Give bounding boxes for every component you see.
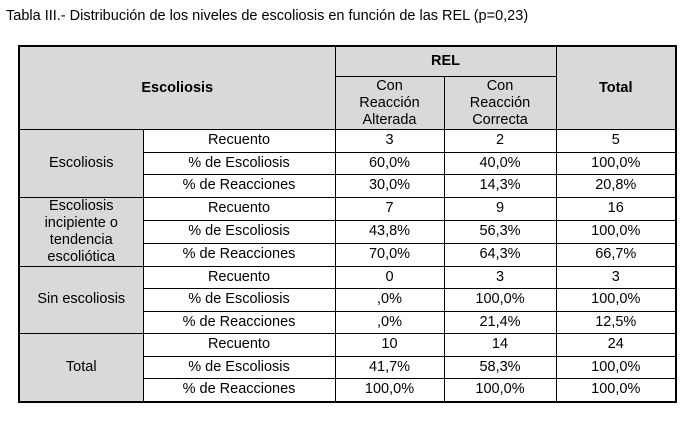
alterada-cell: 10: [334, 333, 445, 357]
total-cell: 100,0%: [555, 355, 677, 379]
row-group-label-line: tendencia: [49, 231, 113, 248]
total-column-header: Total: [555, 45, 677, 130]
correcta-cell: 14: [443, 333, 557, 357]
rel-group-header: REL: [334, 45, 557, 77]
measure-cell: % de Escoliosis: [142, 151, 336, 175]
alterada-cell: 30,0%: [334, 174, 445, 198]
measure-cell: % de Reacciones: [142, 310, 336, 334]
row-group-label: Sin escoliosis: [18, 265, 144, 334]
row-group-label-line: incipiente o: [44, 214, 118, 231]
total-cell: 100,0%: [555, 219, 677, 244]
table-row: % de Reacciones 70,0% 64,3% 66,7%: [19, 242, 677, 267]
correcta-cell: 64,3%: [443, 242, 557, 267]
table-row: Escoliosis incipiente o tendencia escolióti…: [18, 196, 677, 267]
total-cell: 16: [555, 196, 677, 221]
measure-cell: Recuento: [142, 196, 336, 221]
correcta-cell: 100,0%: [443, 288, 557, 312]
measure-cell: % de Escoliosis: [142, 288, 336, 312]
correcta-cell: 56,3%: [443, 219, 557, 244]
correcta-cell: 3: [443, 265, 557, 289]
alterada-cell: 0: [334, 265, 445, 289]
alterada-cell: ,0%: [334, 310, 445, 334]
correcta-cell: 21,4%: [443, 310, 557, 334]
table-row: Escoliosis Recuento 3 2 5: [18, 129, 677, 198]
correcta-cell: 2: [443, 129, 557, 153]
col-header-correcta: Con Reacción Correcta: [443, 76, 557, 130]
alterada-cell: 43,8%: [334, 219, 445, 244]
col-header-correcta-line: Con: [486, 77, 514, 94]
alterada-cell: 100,0%: [334, 378, 445, 402]
total-cell: 20,8%: [555, 174, 677, 198]
table-row: Total Recuento 10 14 24: [18, 333, 677, 402]
table-row: % de Escoliosis ,0% 100,0% 100,0%: [19, 288, 677, 312]
correcta-cell: 14,3%: [443, 174, 557, 198]
alterada-cell: 70,0%: [334, 242, 445, 267]
col-header-correcta-line: Correcta: [472, 111, 528, 128]
measure-cell: % de Escoliosis: [142, 355, 336, 379]
measure-cell: Recuento: [142, 129, 336, 153]
measure-cell: % de Reacciones: [142, 174, 336, 198]
total-cell: 66,7%: [555, 242, 677, 267]
correcta-cell: 9: [443, 196, 557, 221]
total-cell: 3: [555, 265, 677, 289]
measure-cell: % de Reacciones: [142, 378, 336, 402]
table-row: % de Escoliosis 43,8% 56,3% 100,0%: [19, 219, 677, 244]
col-header-alterada-line: Con: [376, 77, 403, 94]
total-cell: 24: [555, 333, 677, 357]
corner-header: Escoliosis: [18, 45, 336, 130]
alterada-cell: 7: [334, 196, 445, 221]
measure-cell: % de Reacciones: [142, 242, 336, 267]
total-cell: 100,0%: [555, 378, 677, 402]
measure-cell: Recuento: [142, 333, 336, 357]
correcta-cell: 40,0%: [443, 151, 557, 175]
alterada-cell: 60,0%: [334, 151, 445, 175]
row-group-label-line: Escoliosis: [49, 197, 114, 214]
col-header-correcta-line: Reacción: [469, 94, 531, 111]
alterada-cell: ,0%: [334, 288, 445, 312]
col-header-alterada-line: Reacción: [359, 94, 420, 111]
correcta-cell: 100,0%: [443, 378, 557, 402]
table-row: % de Escoliosis 60,0% 40,0% 100,0%: [19, 151, 677, 175]
row-group-label: Escoliosis: [18, 129, 144, 198]
measure-cell: % de Escoliosis: [142, 219, 336, 244]
row-group-label-line: escoliótica: [47, 248, 116, 265]
row-group-label-line: Sin escoliosis: [37, 291, 126, 308]
total-cell: 100,0%: [555, 288, 677, 312]
total-cell: 12,5%: [555, 310, 677, 334]
total-cell: 5: [555, 129, 677, 153]
crosstab-table: Escoliosis REL Total Con Reacción Altera…: [18, 45, 677, 403]
alterada-cell: 41,7%: [334, 355, 445, 379]
row-group-label: Escoliosis incipiente o tendencia escolióti…: [18, 196, 144, 267]
correcta-cell: 58,3%: [443, 355, 557, 379]
measure-cell: Recuento: [142, 265, 336, 289]
col-header-alterada: Con Reacción Alterada: [334, 76, 445, 130]
table-row: Sin escoliosis Recuento 0 3 3: [18, 265, 677, 334]
total-cell: 100,0%: [555, 151, 677, 175]
row-group-label-line: Total: [65, 358, 97, 375]
table-row: % de Reacciones 100,0% 100,0% 100,0%: [19, 378, 677, 402]
row-group-label-line: Escoliosis: [49, 154, 114, 171]
alterada-cell: 3: [334, 129, 445, 153]
col-header-alterada-line: Alterada: [362, 111, 417, 128]
table-row: % de Reacciones ,0% 21,4% 12,5%: [19, 310, 677, 334]
table-caption: Tabla III.- Distribución de los niveles …: [6, 8, 529, 24]
row-group-label: Total: [18, 333, 144, 402]
